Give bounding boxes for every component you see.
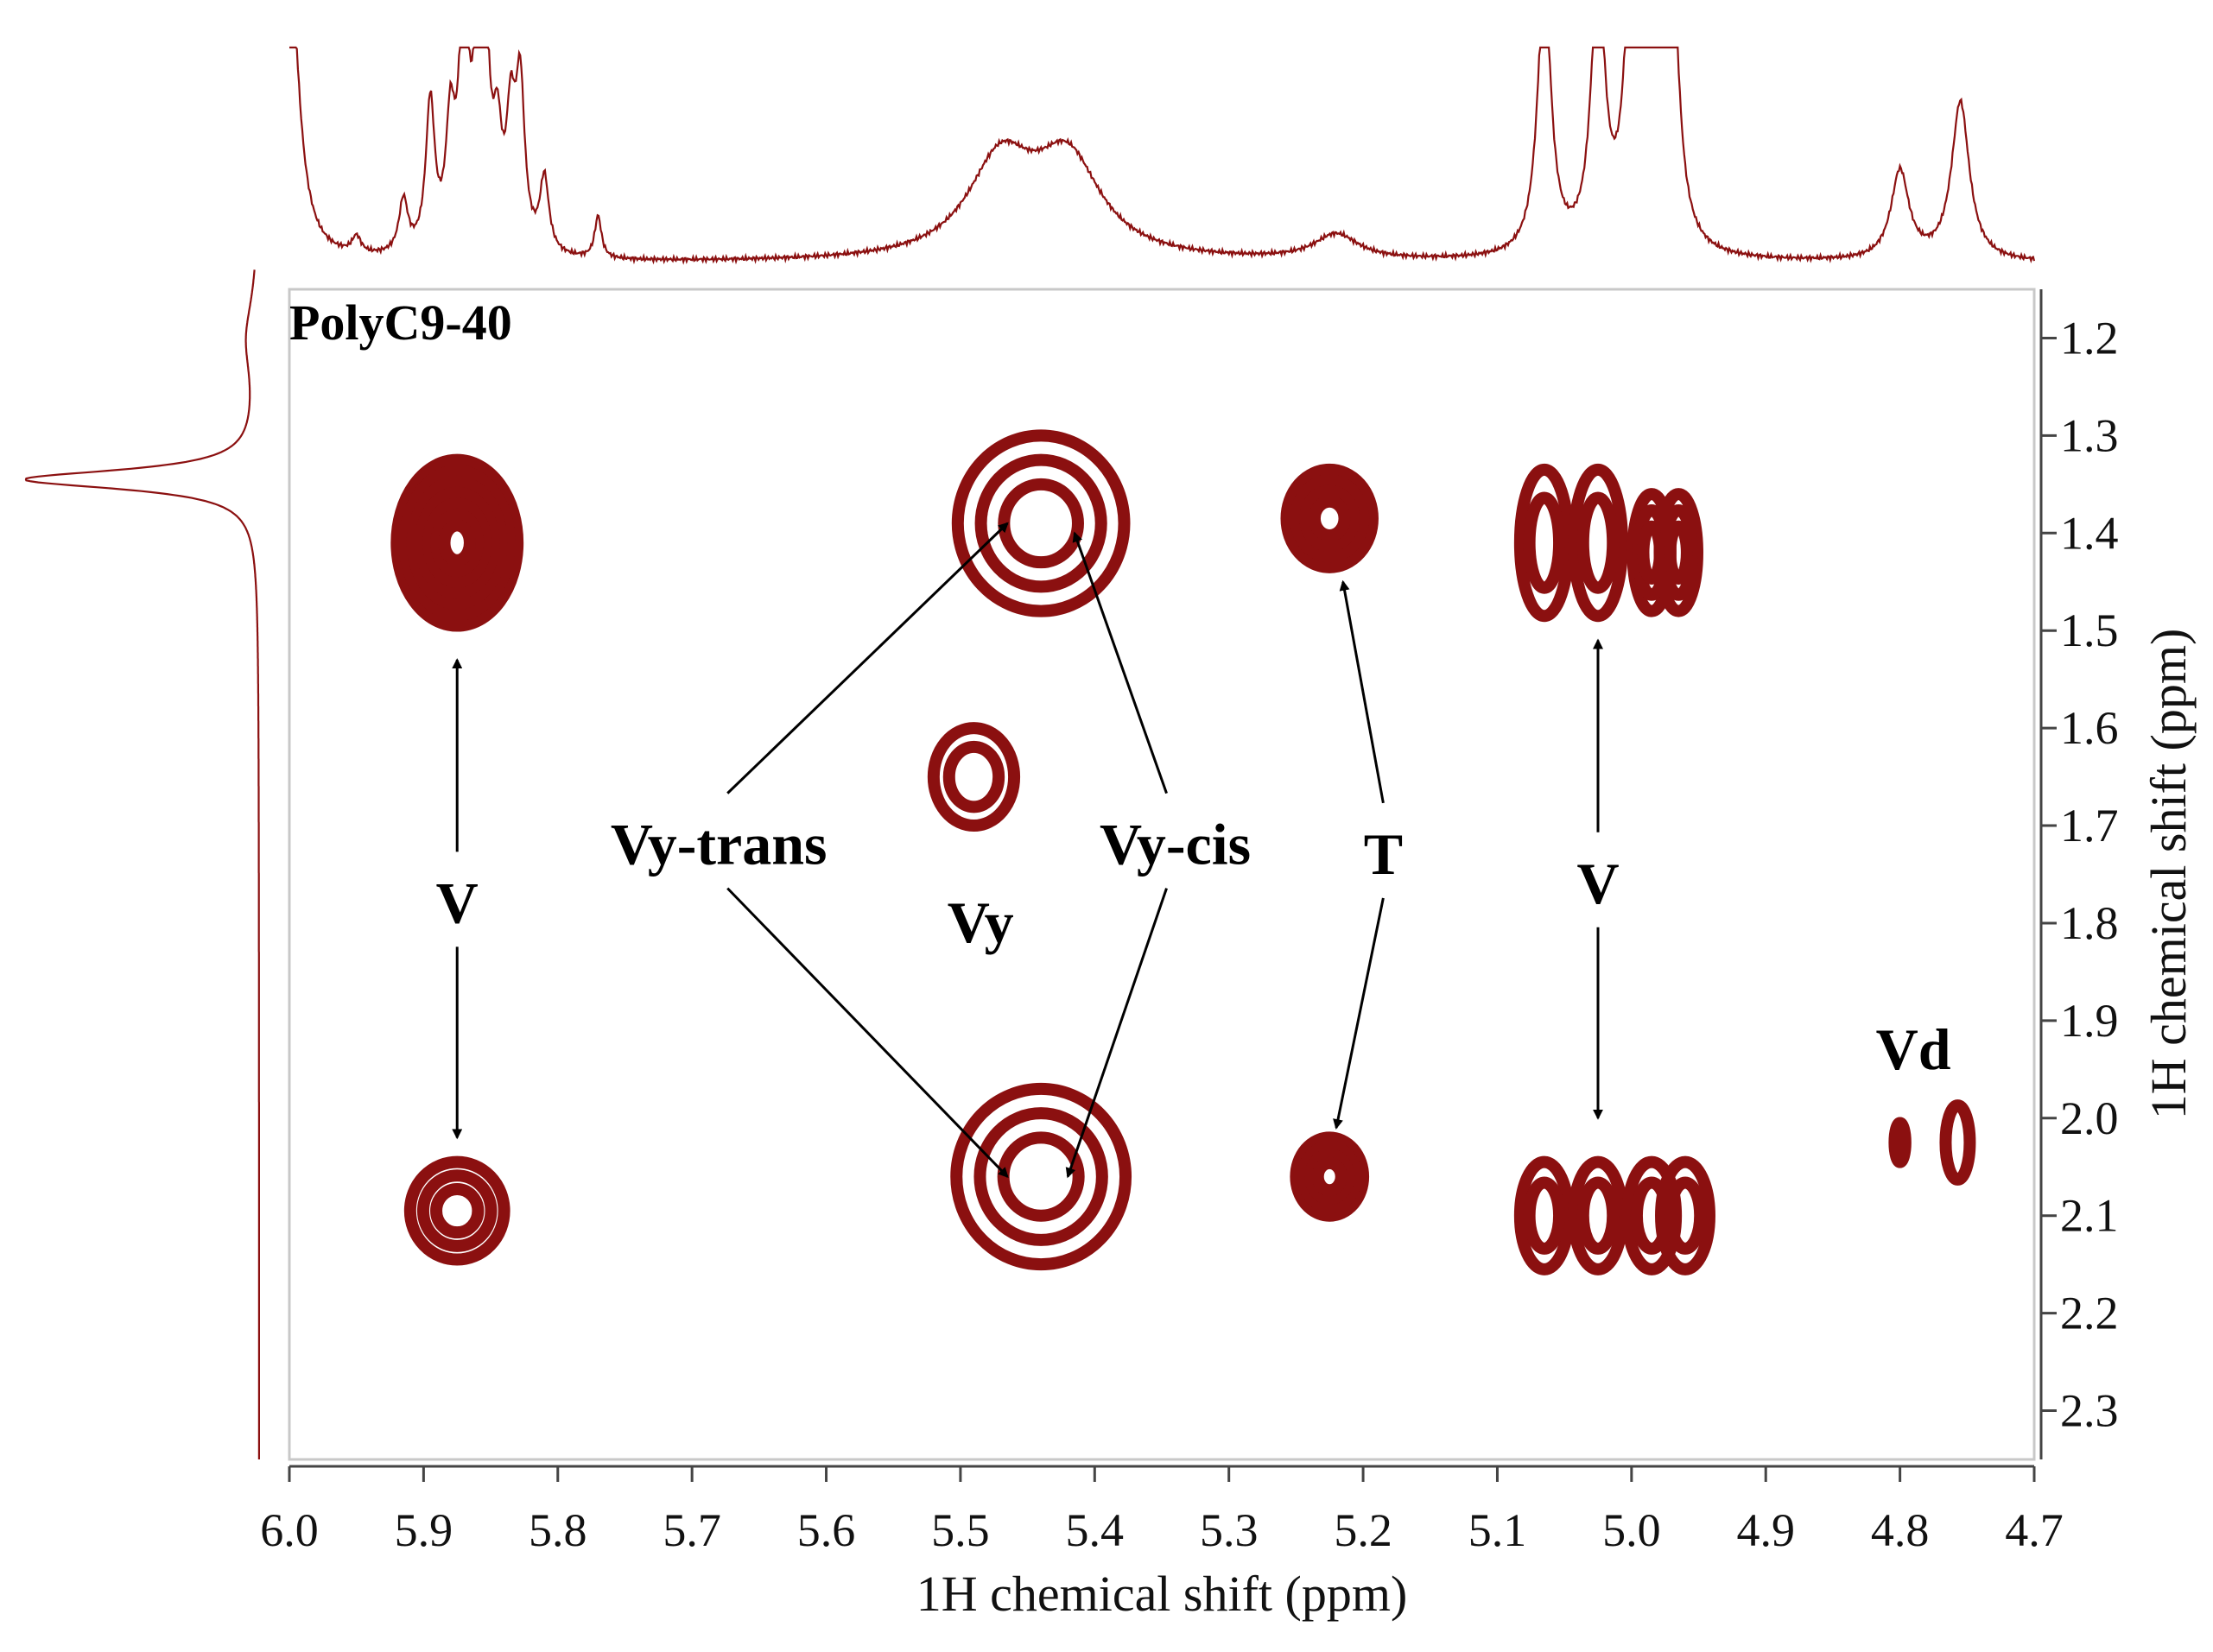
annotation-label: Vy: [948, 889, 1014, 955]
y-tick-label: 1.2: [2060, 312, 2119, 364]
annotation-label: T: [1364, 821, 1403, 887]
contour-ring-peak-8: [1576, 491, 1620, 594]
annotation-label: Vy-cis: [1100, 812, 1251, 877]
x-tick-label: 4.9: [1736, 1504, 1795, 1556]
y-tick-label: 1.8: [2060, 897, 2119, 949]
y-tick-label: 1.4: [2060, 507, 2119, 559]
contour-ring-peak-15: [1888, 1117, 1912, 1168]
contour-ring-peak-0: [406, 475, 508, 611]
y-tick-label: 1.3: [2060, 409, 2119, 461]
annotation-label: Vy-trans: [611, 812, 827, 877]
contour-ring-peak-7: [1523, 491, 1566, 594]
x-tick-label: 5.0: [1602, 1504, 1661, 1556]
annotation-label: Vd: [1876, 1016, 1951, 1082]
contour-ring-peak-2: [974, 453, 1107, 593]
contour-ring-peak-11: [1523, 1176, 1566, 1255]
x-axis-title: 1H chemical shift (ppm): [916, 1566, 1408, 1622]
x-tick-label: 5.2: [1334, 1504, 1392, 1556]
contour-ring-peak-12: [1576, 1176, 1620, 1255]
contour-ring-peak-6: [1290, 1131, 1370, 1222]
panel-title: PolyC9-40: [289, 294, 512, 351]
contour-ring-peak-1: [430, 1182, 485, 1239]
y-tick-label: 1.6: [2060, 702, 2119, 754]
annotation-label: V: [1576, 851, 1619, 916]
left-projection-line: [24, 269, 260, 1459]
cross-peak-contours: [390, 429, 1976, 1275]
annotation-label: V: [436, 870, 479, 935]
plot-frame: [288, 288, 2036, 1461]
contour-ring-peak-1: [403, 1155, 510, 1266]
top-projection-spectrum: [289, 46, 2036, 265]
contour-ring-peak-6: [1311, 1156, 1347, 1197]
y-tick-label: 2.1: [2060, 1190, 2119, 1242]
annotation-arrow: [726, 887, 1009, 1178]
x-tick-label: 5.4: [1066, 1504, 1125, 1556]
x-tick-label: 5.6: [797, 1504, 856, 1556]
y-tick-label: 2.3: [2060, 1385, 2119, 1437]
y-tick-label: 1.9: [2060, 995, 2119, 1047]
annotation-arrow: [726, 522, 1009, 794]
contour-ring-peak-6: [1297, 1140, 1362, 1213]
contour-ring-peak-16: [1939, 1099, 1976, 1186]
y-tick-label: 1.7: [2060, 800, 2119, 851]
x-tick-label: 5.9: [395, 1504, 453, 1556]
annotation-arrow: [1339, 579, 1385, 804]
contour-ring-peak-4: [950, 1082, 1132, 1271]
x-tick-label: 5.7: [663, 1504, 721, 1556]
y-tick-label: 2.2: [2060, 1288, 2119, 1339]
x-tick-label: 5.8: [529, 1504, 587, 1556]
x-axis: 6.0 5.9 5.8 5.7 5.6 5.5 5.4 5.3 5.2 5.1 5.0 4.9 4.8 4…: [260, 1465, 2064, 1556]
contour-ring-peak-14: [1655, 1155, 1715, 1275]
contour-ring-peak-5: [1280, 463, 1379, 573]
annotation-arrows: [452, 522, 1603, 1179]
contour-ring-peak-3: [927, 722, 1021, 832]
annotation-labels: V Vy-trans Vy Vy-cis T V Vd: [436, 812, 1951, 1082]
contour-ring-peak-4: [997, 1131, 1085, 1222]
contour-ring-peak-1: [416, 1169, 498, 1252]
contour-ring-peak-0: [398, 465, 516, 621]
y-tick-label: 2.0: [2060, 1092, 2119, 1144]
y-tick-label: 1.5: [2060, 604, 2119, 656]
x-tick-label: 5.5: [931, 1504, 990, 1556]
contour-ring-peak-5: [1308, 495, 1351, 541]
contour-ring-peak-14: [1664, 1176, 1707, 1255]
x-tick-label: 5.1: [1468, 1504, 1527, 1556]
contour-ring-peak-8: [1568, 463, 1628, 623]
top-projection-line: [289, 46, 2036, 265]
contour-ring-peak-0: [414, 486, 500, 599]
contour-ring-peak-2: [951, 429, 1131, 617]
x-tick-label: 4.8: [1871, 1504, 1930, 1556]
annotation-arrow: [1065, 888, 1168, 1179]
contour-ring-peak-5: [1299, 484, 1360, 553]
contour-ring-peak-10: [1664, 520, 1693, 585]
annotation-arrow: [1333, 897, 1385, 1130]
contour-ring-peak-0: [438, 519, 476, 566]
contour-ring-peak-0: [430, 508, 485, 578]
x-tick-label: 5.3: [1200, 1504, 1259, 1556]
contour-ring-peak-3: [942, 740, 1005, 813]
x-tick-label: 4.7: [2005, 1504, 2064, 1556]
contour-ring-peak-0: [422, 497, 492, 589]
y-axis: 1.2 1.3 1.4 1.5 1.6 1.7 1.8 1.9 2.0 2.1 2.2 2.3: [2039, 289, 2119, 1459]
contour-ring-peak-4: [973, 1107, 1108, 1246]
contour-ring-peak-5: [1290, 474, 1370, 563]
left-projection-spectrum: [24, 269, 260, 1459]
annotation-arrow: [1072, 531, 1168, 794]
contour-ring-peak-0: [390, 453, 524, 632]
y-axis-title: 1H chemical shift (ppm): [2140, 629, 2197, 1120]
x-tick-label: 6.0: [260, 1504, 319, 1556]
contour-ring-peak-6: [1304, 1149, 1355, 1206]
contour-ring-peak-2: [998, 478, 1084, 569]
